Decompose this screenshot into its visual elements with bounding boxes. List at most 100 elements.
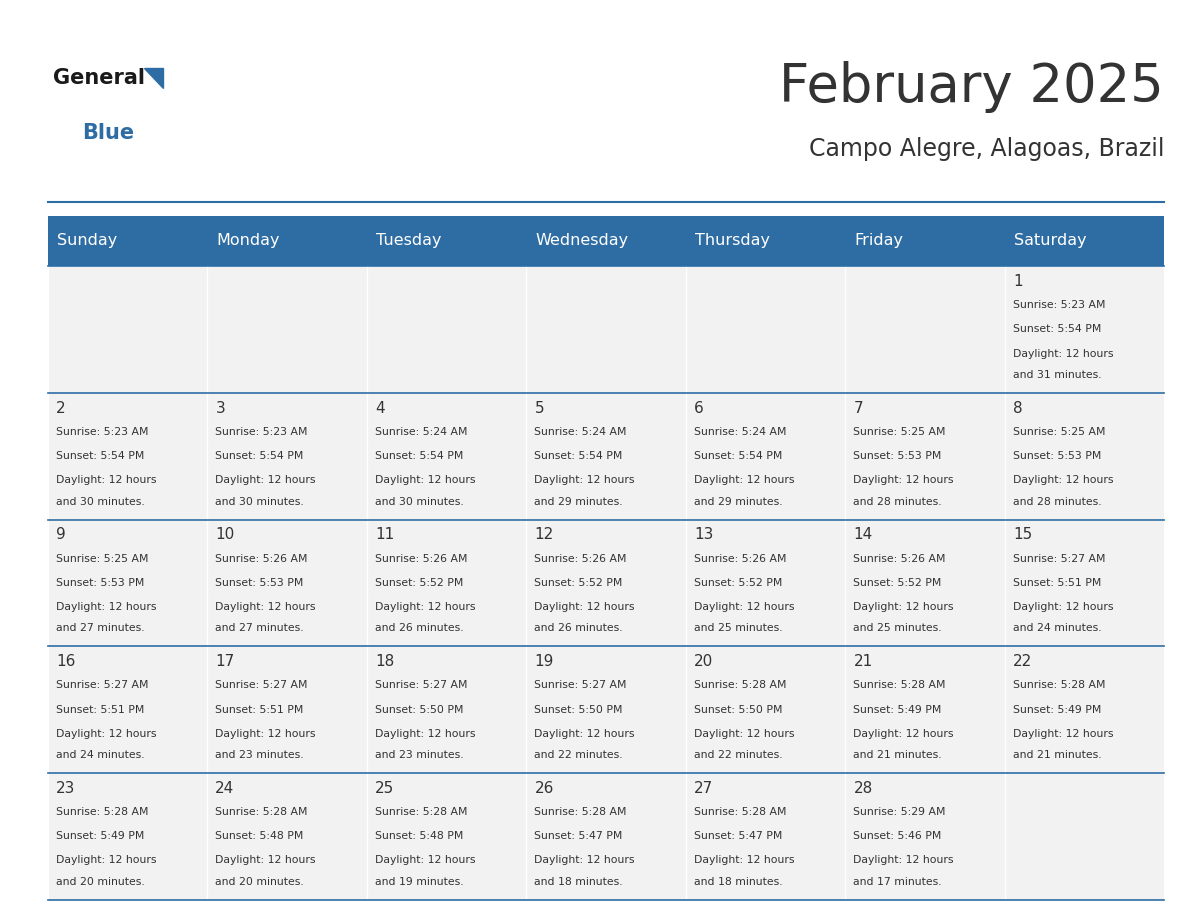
Text: 1: 1	[1013, 274, 1023, 289]
FancyBboxPatch shape	[367, 393, 526, 520]
Text: 25: 25	[375, 780, 394, 796]
Text: Daylight: 12 hours: Daylight: 12 hours	[535, 602, 634, 612]
Text: and 31 minutes.: and 31 minutes.	[1013, 370, 1101, 380]
Text: and 21 minutes.: and 21 minutes.	[1013, 750, 1101, 760]
Text: Sunset: 5:49 PM: Sunset: 5:49 PM	[853, 704, 942, 714]
FancyBboxPatch shape	[1005, 773, 1164, 900]
Text: 22: 22	[1013, 654, 1032, 669]
Text: Thursday: Thursday	[695, 233, 770, 249]
Text: Saturday: Saturday	[1015, 233, 1087, 249]
Text: Daylight: 12 hours: Daylight: 12 hours	[853, 729, 954, 739]
Text: and 24 minutes.: and 24 minutes.	[56, 750, 145, 760]
Text: Daylight: 12 hours: Daylight: 12 hours	[535, 856, 634, 866]
Text: Daylight: 12 hours: Daylight: 12 hours	[375, 602, 475, 612]
Text: and 30 minutes.: and 30 minutes.	[215, 497, 304, 507]
FancyBboxPatch shape	[1005, 266, 1164, 393]
FancyBboxPatch shape	[685, 216, 845, 266]
Text: and 28 minutes.: and 28 minutes.	[853, 497, 942, 507]
Text: and 23 minutes.: and 23 minutes.	[215, 750, 304, 760]
Text: Sunrise: 5:26 AM: Sunrise: 5:26 AM	[535, 554, 627, 564]
FancyBboxPatch shape	[845, 393, 1005, 520]
Text: and 22 minutes.: and 22 minutes.	[694, 750, 783, 760]
Text: Daylight: 12 hours: Daylight: 12 hours	[853, 856, 954, 866]
Text: and 26 minutes.: and 26 minutes.	[535, 623, 623, 633]
Text: Sunset: 5:52 PM: Sunset: 5:52 PM	[694, 577, 783, 588]
FancyBboxPatch shape	[1005, 216, 1164, 266]
Text: Sunset: 5:50 PM: Sunset: 5:50 PM	[535, 704, 623, 714]
Text: Daylight: 12 hours: Daylight: 12 hours	[853, 602, 954, 612]
FancyBboxPatch shape	[207, 266, 367, 393]
Text: Sunrise: 5:29 AM: Sunrise: 5:29 AM	[853, 807, 946, 817]
Text: Sunrise: 5:27 AM: Sunrise: 5:27 AM	[1013, 554, 1106, 564]
Text: General: General	[53, 68, 145, 88]
Text: Daylight: 12 hours: Daylight: 12 hours	[56, 729, 157, 739]
Text: and 22 minutes.: and 22 minutes.	[535, 750, 623, 760]
Text: Sunrise: 5:26 AM: Sunrise: 5:26 AM	[215, 554, 308, 564]
FancyBboxPatch shape	[685, 646, 845, 773]
Text: and 27 minutes.: and 27 minutes.	[56, 623, 145, 633]
Text: Sunrise: 5:25 AM: Sunrise: 5:25 AM	[56, 554, 148, 564]
Text: Sunday: Sunday	[57, 233, 118, 249]
Text: Daylight: 12 hours: Daylight: 12 hours	[535, 476, 634, 486]
Text: Sunset: 5:49 PM: Sunset: 5:49 PM	[56, 831, 144, 841]
Text: and 29 minutes.: and 29 minutes.	[535, 497, 623, 507]
Text: Sunset: 5:53 PM: Sunset: 5:53 PM	[215, 577, 304, 588]
Text: Campo Alegre, Alagoas, Brazil: Campo Alegre, Alagoas, Brazil	[809, 137, 1164, 161]
Text: Daylight: 12 hours: Daylight: 12 hours	[375, 856, 475, 866]
Text: Sunset: 5:52 PM: Sunset: 5:52 PM	[853, 577, 942, 588]
Text: Sunset: 5:52 PM: Sunset: 5:52 PM	[375, 577, 463, 588]
Text: and 20 minutes.: and 20 minutes.	[56, 877, 145, 887]
Text: 13: 13	[694, 527, 713, 543]
Text: Sunrise: 5:28 AM: Sunrise: 5:28 AM	[1013, 680, 1106, 690]
Text: 26: 26	[535, 780, 554, 796]
Text: Daylight: 12 hours: Daylight: 12 hours	[1013, 476, 1113, 486]
FancyBboxPatch shape	[1005, 520, 1164, 646]
Text: Sunrise: 5:26 AM: Sunrise: 5:26 AM	[694, 554, 786, 564]
Text: Monday: Monday	[216, 233, 280, 249]
Text: and 23 minutes.: and 23 minutes.	[375, 750, 463, 760]
FancyBboxPatch shape	[1005, 646, 1164, 773]
Text: Sunrise: 5:28 AM: Sunrise: 5:28 AM	[375, 807, 467, 817]
FancyBboxPatch shape	[207, 773, 367, 900]
FancyBboxPatch shape	[48, 520, 207, 646]
FancyBboxPatch shape	[207, 216, 367, 266]
Text: Daylight: 12 hours: Daylight: 12 hours	[1013, 729, 1113, 739]
FancyBboxPatch shape	[685, 773, 845, 900]
FancyBboxPatch shape	[367, 216, 526, 266]
FancyBboxPatch shape	[207, 520, 367, 646]
Text: Daylight: 12 hours: Daylight: 12 hours	[1013, 349, 1113, 359]
Text: Sunrise: 5:23 AM: Sunrise: 5:23 AM	[1013, 300, 1106, 310]
FancyBboxPatch shape	[526, 773, 685, 900]
FancyBboxPatch shape	[367, 266, 526, 393]
Text: Daylight: 12 hours: Daylight: 12 hours	[56, 602, 157, 612]
Text: Sunrise: 5:26 AM: Sunrise: 5:26 AM	[853, 554, 946, 564]
Text: Sunrise: 5:23 AM: Sunrise: 5:23 AM	[215, 427, 308, 437]
Text: and 30 minutes.: and 30 minutes.	[375, 497, 463, 507]
Text: and 25 minutes.: and 25 minutes.	[694, 623, 783, 633]
FancyBboxPatch shape	[685, 520, 845, 646]
FancyBboxPatch shape	[367, 646, 526, 773]
FancyBboxPatch shape	[48, 266, 207, 393]
Text: Daylight: 12 hours: Daylight: 12 hours	[215, 602, 316, 612]
Text: and 30 minutes.: and 30 minutes.	[56, 497, 145, 507]
Text: Sunrise: 5:27 AM: Sunrise: 5:27 AM	[535, 680, 627, 690]
Text: Daylight: 12 hours: Daylight: 12 hours	[694, 856, 795, 866]
Text: and 18 minutes.: and 18 minutes.	[694, 877, 783, 887]
Text: Sunrise: 5:28 AM: Sunrise: 5:28 AM	[694, 680, 786, 690]
Text: 16: 16	[56, 654, 75, 669]
Text: Sunset: 5:54 PM: Sunset: 5:54 PM	[535, 451, 623, 461]
FancyBboxPatch shape	[367, 520, 526, 646]
Text: Sunset: 5:48 PM: Sunset: 5:48 PM	[215, 831, 304, 841]
Text: and 19 minutes.: and 19 minutes.	[375, 877, 463, 887]
Text: 11: 11	[375, 527, 394, 543]
Text: Sunset: 5:54 PM: Sunset: 5:54 PM	[215, 451, 304, 461]
Text: 3: 3	[215, 400, 225, 416]
FancyBboxPatch shape	[48, 646, 207, 773]
Text: Daylight: 12 hours: Daylight: 12 hours	[215, 476, 316, 486]
Text: and 21 minutes.: and 21 minutes.	[853, 750, 942, 760]
Text: and 20 minutes.: and 20 minutes.	[215, 877, 304, 887]
Text: 9: 9	[56, 527, 65, 543]
Text: Daylight: 12 hours: Daylight: 12 hours	[694, 602, 795, 612]
FancyBboxPatch shape	[526, 393, 685, 520]
Text: 28: 28	[853, 780, 873, 796]
